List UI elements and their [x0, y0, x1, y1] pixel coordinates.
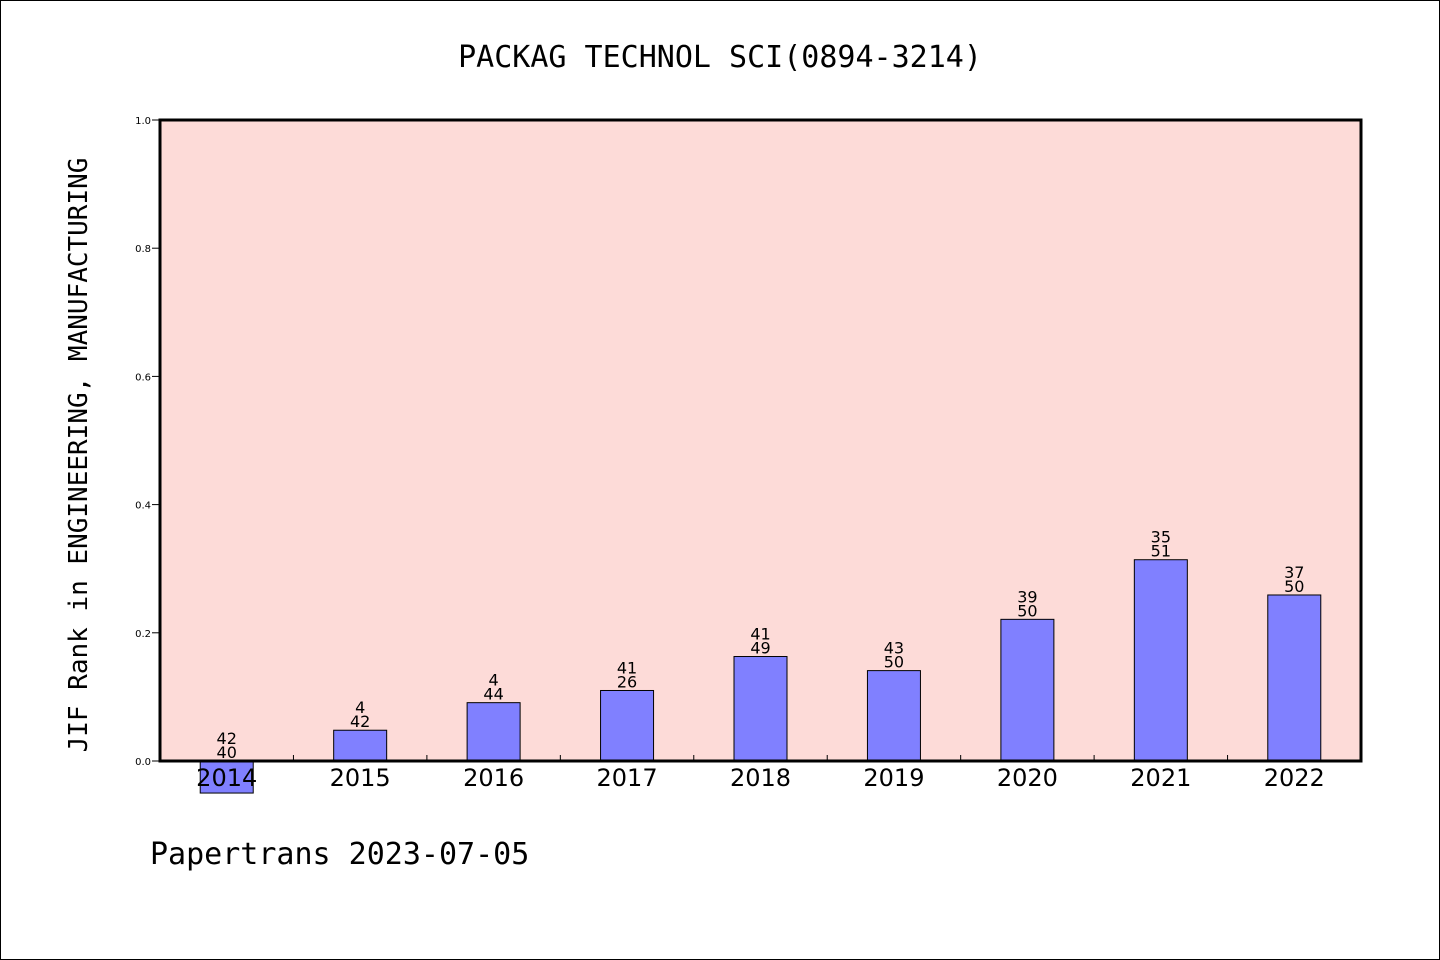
bar-label-bottom: 42 — [350, 712, 370, 731]
bar-label-bottom: 40 — [217, 743, 237, 762]
bar-label-top: 4 — [355, 698, 365, 717]
x-tick-label: 2014 — [196, 764, 257, 792]
bar-label-bottom: 50 — [884, 653, 904, 672]
x-tick-label: 2017 — [597, 764, 658, 792]
bar-label-top: 43 — [884, 639, 904, 658]
bar-label-bottom: 51 — [1151, 542, 1171, 561]
x-tick-label: 2015 — [330, 764, 391, 792]
bar-label-top: 41 — [750, 625, 770, 644]
y-axis-label: JIF Rank in ENGINEERING, MANUFACTURING — [64, 158, 94, 753]
bar-label-top: 39 — [1017, 587, 1037, 606]
bar-2018 — [733, 656, 788, 762]
bar-2016 — [466, 702, 521, 762]
bars — [199, 559, 1322, 794]
y-tick-label: 0.4 — [135, 501, 151, 512]
chart-title: PACKAG TECHNOL SCI(0894-3214) — [458, 40, 982, 75]
y-tick-label: 0.0 — [135, 757, 151, 768]
x-tick-label: 2020 — [997, 764, 1058, 792]
y-tick-label: 0.6 — [135, 372, 151, 383]
plot-border — [158, 118, 1363, 763]
bar-label-top: 4 — [489, 671, 499, 690]
bar-label-bottom: 44 — [483, 685, 503, 704]
bar-labels: 2014424020154422016444201741262018414920… — [196, 528, 1325, 792]
bar-label-bottom: 26 — [617, 672, 637, 691]
bar-2021 — [1133, 559, 1188, 762]
bar-2019 — [866, 670, 921, 762]
footer-text: Papertrans 2023-07-05 — [150, 837, 529, 872]
bar-2015 — [333, 729, 388, 762]
x-tick-label: 2018 — [730, 764, 791, 792]
x-tick-label: 2022 — [1264, 764, 1325, 792]
bar-label-bottom: 50 — [1284, 577, 1304, 596]
y-tick-label: 0.2 — [135, 629, 151, 640]
bar-2017 — [600, 689, 655, 762]
bar-2014 — [199, 760, 254, 794]
bar-label-bottom: 49 — [750, 639, 770, 658]
bar-2020 — [1000, 618, 1055, 762]
bar-2022 — [1267, 594, 1322, 762]
x-tick-label: 2019 — [863, 764, 924, 792]
y-axis-ticks: 0.0 0.2 0.4 0.6 0.8 1.0 — [135, 116, 160, 768]
y-tick-label: 1.0 — [135, 116, 151, 127]
x-tick-label: 2016 — [463, 764, 524, 792]
y-tick-label: 0.8 — [135, 244, 151, 255]
bar-label-bottom: 50 — [1017, 601, 1037, 620]
bar-label-top: 41 — [617, 658, 637, 677]
bar-label-top: 35 — [1151, 528, 1171, 547]
bar-label-top: 42 — [217, 729, 237, 748]
bar-label-top: 37 — [1284, 563, 1304, 582]
x-tick-label: 2021 — [1130, 764, 1191, 792]
